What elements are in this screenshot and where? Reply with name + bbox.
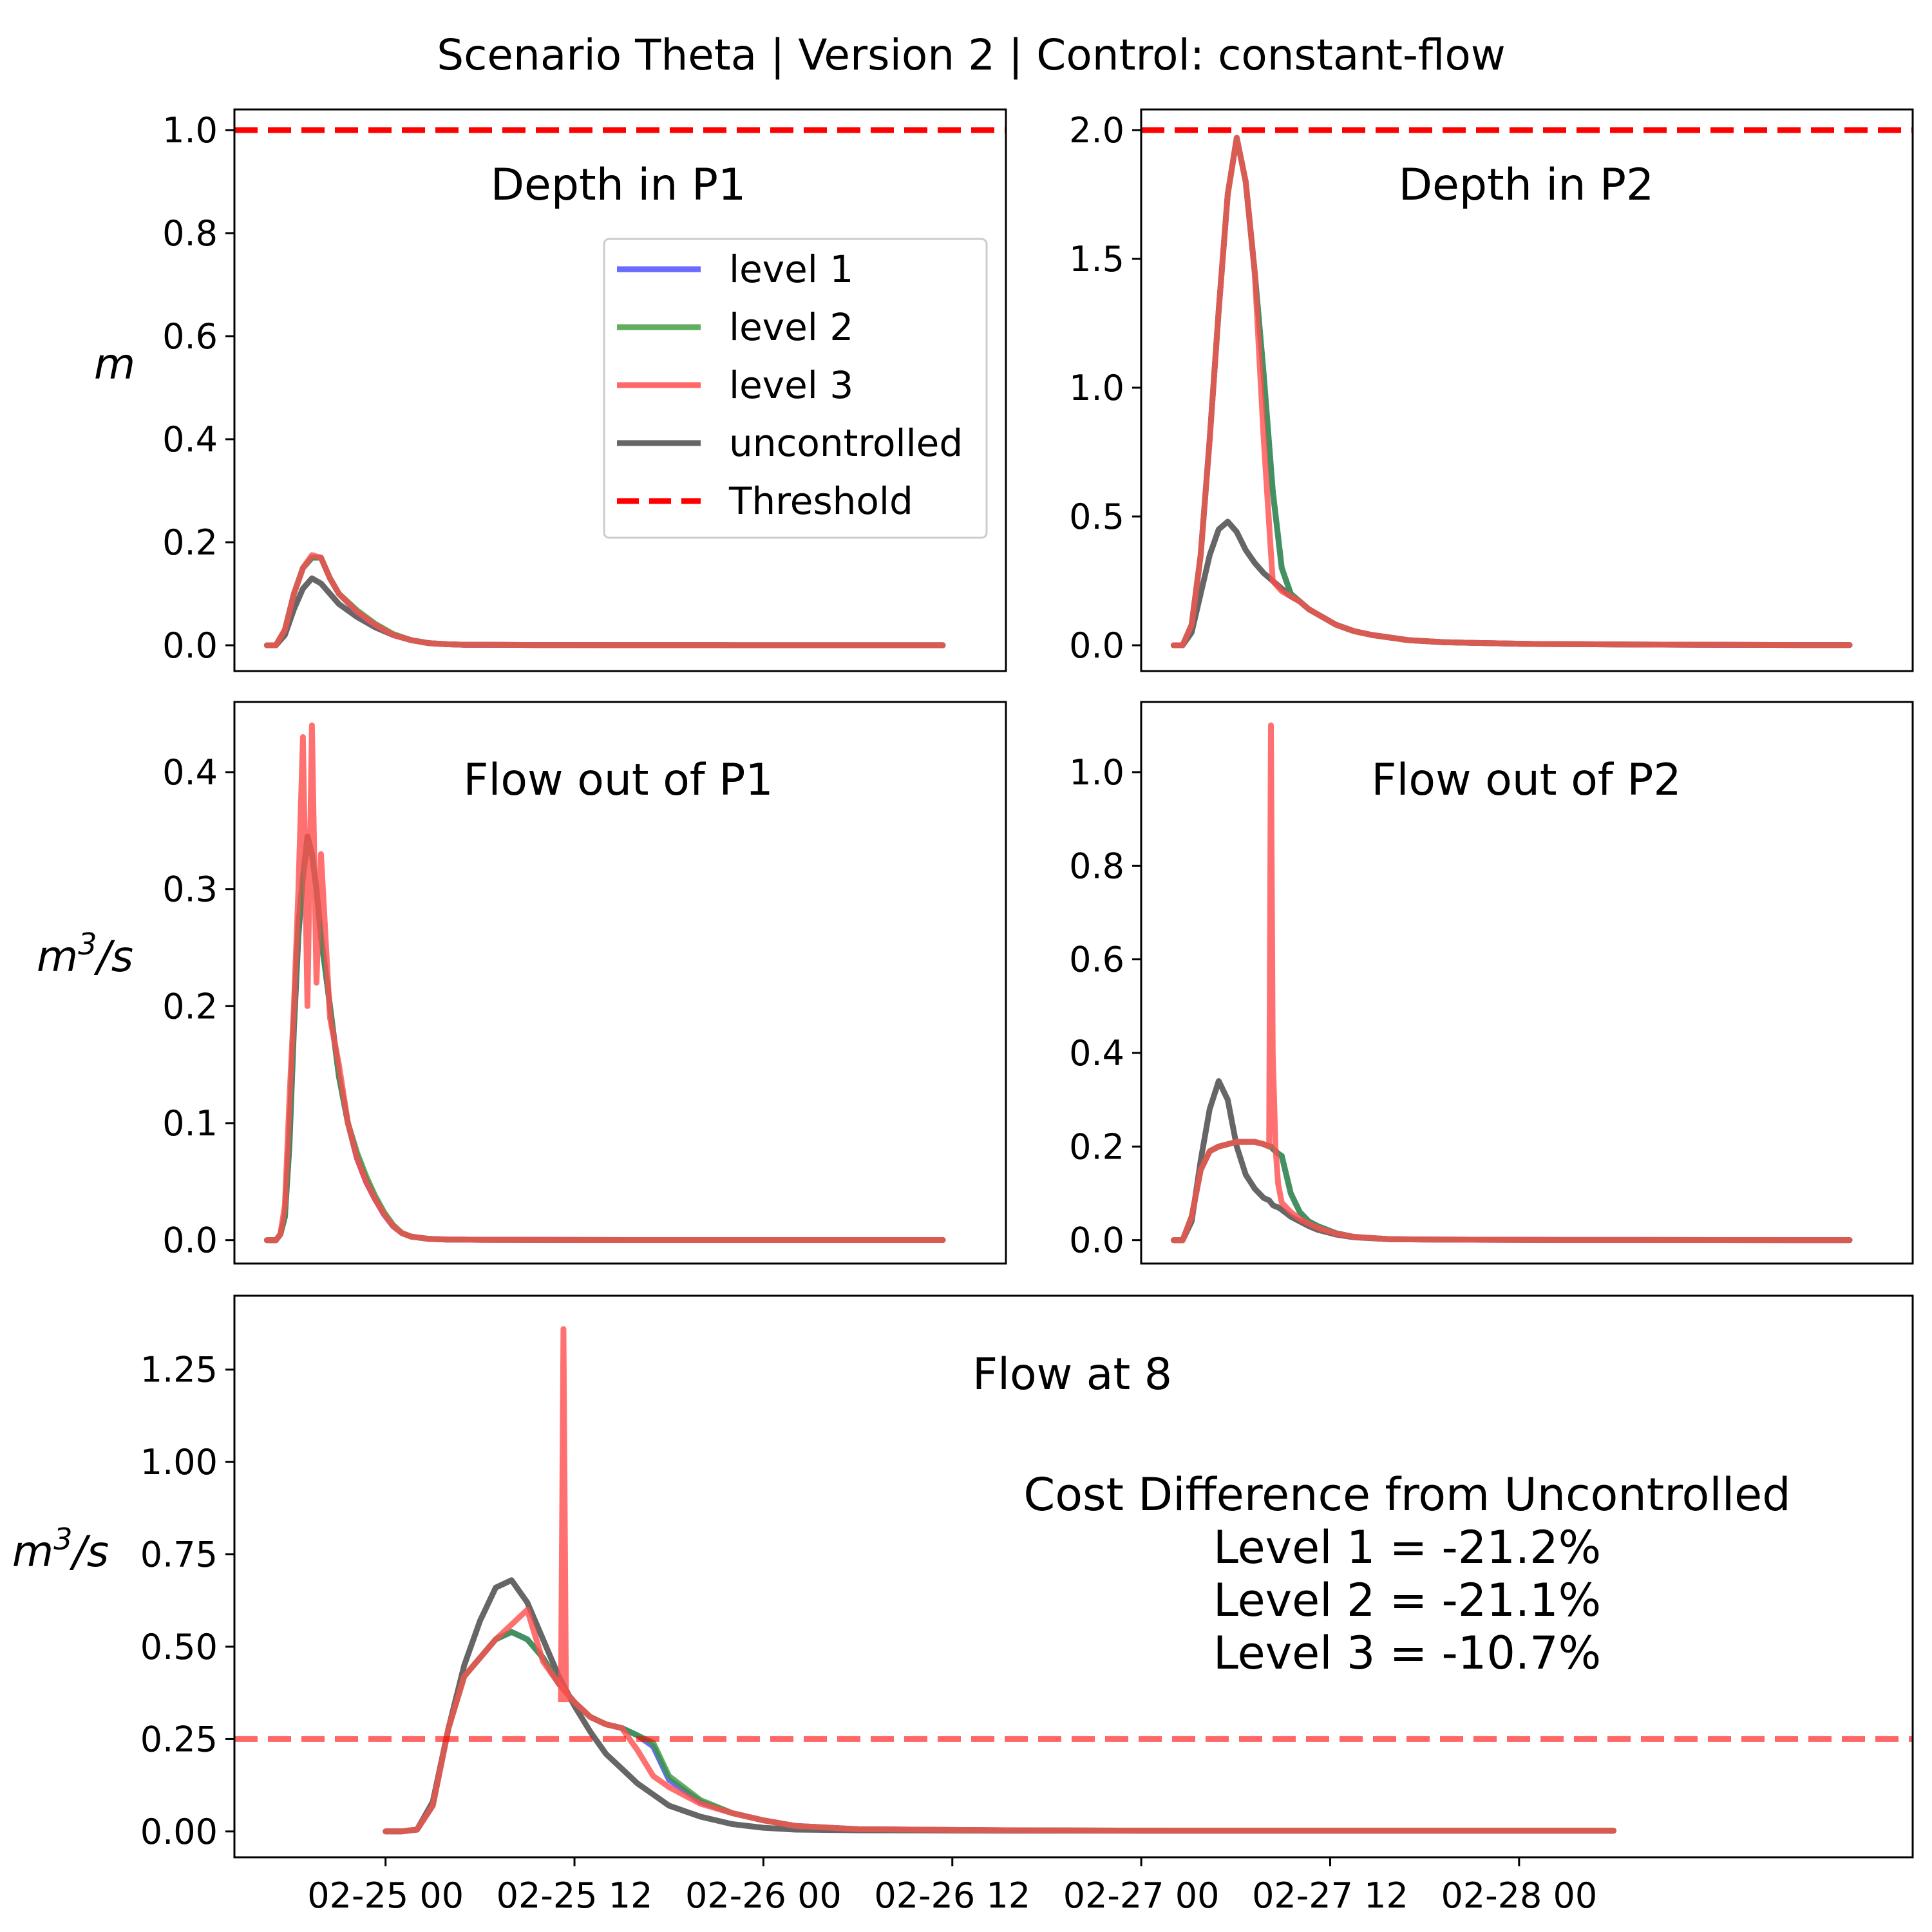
axes-frame — [233, 108, 1007, 672]
panel-flow-p2: 0.0 0.2 0.4 0.6 0.8 1.0 Flow out of P2 — [1069, 701, 1914, 1265]
panel-flow-p1: 0.0 0.1 0.2 0.3 0.4 Flow out of P1 — [162, 701, 1007, 1265]
legend-entry-level-2: level 2 — [617, 305, 853, 349]
series-line-level-3 — [1170, 722, 1853, 1244]
x-tick-label: 02-26 12 — [874, 1875, 1030, 1916]
y-tick-label: 0.50 — [140, 1627, 218, 1667]
axes-frame — [1140, 108, 1914, 672]
series-line-level-1 — [263, 554, 946, 649]
y-tick-label: 0.1 — [162, 1103, 218, 1144]
panel-title-depth-p2: Depth in P2 — [1399, 160, 1654, 211]
figure-title: Scenario Theta | Version 2 | Control: co… — [437, 30, 1505, 80]
series-line-level-3 — [1170, 135, 1853, 649]
legend-entry-uncontrolled: uncontrolled — [617, 421, 963, 465]
y-tick-label: 1.25 — [140, 1350, 218, 1390]
axes-frame — [233, 701, 1007, 1265]
series-line-level-2 — [1170, 135, 1853, 649]
y-tick-label: 0.4 — [1069, 1033, 1124, 1074]
y-tick-label: 0.8 — [1069, 846, 1124, 886]
panel-flow-8: 0.00 0.25 0.50 0.75 1.00 1.25 02-25 00 02-25 12… — [140, 1294, 1914, 1916]
y-tick-label: 0.0 — [1069, 625, 1124, 666]
legend-entry-level-3: level 3 — [617, 363, 853, 407]
series-line-level-1 — [1170, 135, 1853, 649]
y-label-depth-p1: m — [94, 339, 135, 389]
plot-area-p1depth — [234, 127, 1006, 649]
y-label-flow-8: m3/s — [12, 1522, 109, 1577]
panel-title-flow-p2: Flow out of P2 — [1371, 755, 1681, 806]
y-label-flow-p1: m3/s — [37, 927, 133, 981]
y-tick-label: 0.4 — [162, 419, 218, 460]
y-tick-label: 0.0 — [1069, 1220, 1124, 1261]
legend: level 1 level 2 level 3 uncontrolled Thr… — [603, 238, 988, 539]
y-tick-label: 0.25 — [140, 1719, 218, 1759]
y-tick-label: 0.3 — [162, 869, 218, 910]
y-tick-label: 1.0 — [1069, 752, 1124, 793]
y-tick-label: 0.2 — [162, 522, 218, 563]
plot-area-p2flow — [1170, 722, 1853, 1244]
series-line-level-2 — [263, 554, 946, 649]
x-tick-label: 02-25 00 — [307, 1875, 464, 1916]
cost-level-1: Level 1 = -21.2% — [1213, 1521, 1601, 1574]
y-tick-label: 0.4 — [162, 752, 218, 793]
panel-title-flow-p1: Flow out of P1 — [463, 755, 773, 806]
y-tick-label: 0.2 — [162, 986, 218, 1027]
y-tick-label: 0.6 — [162, 316, 218, 357]
series-line-level-3 — [383, 1607, 1616, 1835]
series-line-uncontrolled — [263, 575, 946, 649]
panel-title-flow-8: Flow at 8 — [972, 1349, 1172, 1400]
y-tick-label: 1.5 — [1069, 239, 1124, 279]
y-axis-labels: m m3/s m3/s — [12, 339, 135, 1577]
axes-frame — [1140, 701, 1914, 1265]
y-tick-label: 0.6 — [1069, 940, 1124, 980]
series-spike-level-3 — [558, 1326, 569, 1703]
plot-area-p1flow — [263, 722, 946, 1244]
cost-level-3: Level 3 = -10.7% — [1213, 1627, 1601, 1680]
y-tick-label: 1.0 — [162, 110, 218, 151]
plot-area-p2depth — [1141, 127, 1913, 649]
panel-depth-p2: 0.0 0.5 1.0 1.5 2.0 Depth in P2 — [1069, 108, 1914, 672]
y-tick-label: 2.0 — [1069, 110, 1124, 151]
series-line-level-3 — [263, 552, 946, 649]
y-tick-label: 0.0 — [162, 625, 218, 666]
cost-level-2: Level 2 = -21.1% — [1213, 1574, 1601, 1627]
series-line-level-3 — [263, 722, 946, 1244]
panel-title-depth-p1: Depth in P1 — [491, 160, 746, 211]
axes-frame — [233, 1294, 1914, 1859]
x-tick-label: 02-27 00 — [1063, 1875, 1220, 1916]
legend-frame — [603, 238, 988, 539]
legend-entry-level-1: level 1 — [617, 247, 853, 291]
y-tick-label: 0.5 — [1069, 497, 1124, 537]
y-tick-label: 1.00 — [140, 1442, 218, 1482]
y-tick-label: 1.0 — [1069, 368, 1124, 408]
cost-annotation: Cost Difference from Uncontrolled Level … — [1023, 1468, 1790, 1680]
cost-header: Cost Difference from Uncontrolled — [1023, 1468, 1790, 1521]
x-tick-label: 02-28 00 — [1441, 1875, 1597, 1916]
y-tick-label: 0.0 — [162, 1220, 218, 1261]
panel-depth-p1: 0.0 0.2 0.4 0.6 0.8 1.0 Depth in P1 — [162, 108, 1007, 672]
legend-label-level-1: level 1 — [729, 247, 853, 291]
x-tick-label: 02-25 12 — [497, 1875, 653, 1916]
legend-label-level-3: level 3 — [729, 363, 853, 407]
y-tick-label: 0.00 — [140, 1812, 218, 1852]
legend-label-threshold: Threshold — [728, 479, 913, 523]
y-tick-label: 0.75 — [140, 1535, 218, 1575]
y-tick-label: 0.2 — [1069, 1126, 1124, 1167]
y-tick-label: 0.8 — [162, 213, 218, 254]
x-tick-label: 02-27 12 — [1252, 1875, 1408, 1916]
legend-label-level-2: level 2 — [729, 305, 853, 349]
legend-entry-threshold: Threshold — [617, 479, 913, 523]
legend-label-uncontrolled: uncontrolled — [729, 421, 963, 465]
plot-area-flow8 — [234, 1326, 1913, 1835]
x-tick-label: 02-26 00 — [685, 1875, 842, 1916]
